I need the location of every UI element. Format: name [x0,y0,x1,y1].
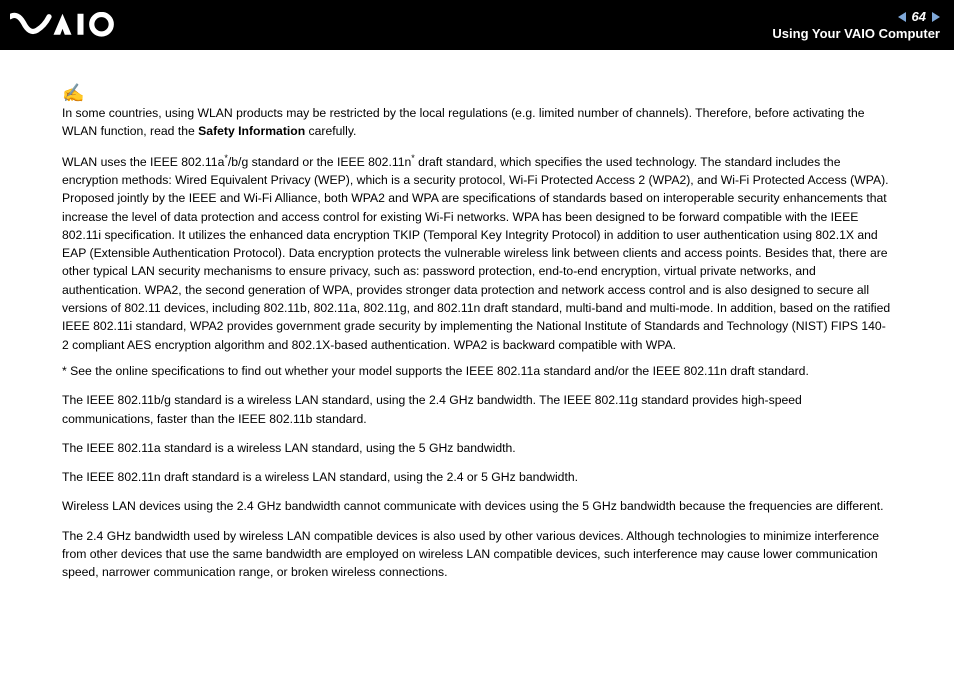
paragraph-80211a: The IEEE 802.11a standard is a wireless … [62,439,892,457]
section-title: Using Your VAIO Computer [772,26,940,41]
paragraph-freq-diff: Wireless LAN devices using the 2.4 GHz b… [62,497,892,515]
text: carefully. [305,124,356,138]
vaio-logo [10,10,130,40]
page-nav: 64 [772,9,940,24]
text: draft standard, which specifies the used… [62,155,890,352]
prev-page-arrow-icon[interactable] [898,12,906,22]
header-right: 64 Using Your VAIO Computer [772,9,940,41]
text: In some countries, using WLAN products m… [62,106,865,138]
note-hand-icon: ✍ [62,84,892,102]
paragraph-80211n: The IEEE 802.11n draft standard is a wir… [62,468,892,486]
next-page-arrow-icon[interactable] [932,12,940,22]
paragraph-footnote: * See the online specifications to find … [62,362,892,380]
bold-text: Safety Information [198,124,305,138]
paragraph-interference: The 2.4 GHz bandwidth used by wireless L… [62,527,892,582]
page-content: ✍ In some countries, using WLAN products… [0,50,954,613]
page-number: 64 [912,9,926,24]
paragraph-80211bg: The IEEE 802.11b/g standard is a wireles… [62,391,892,428]
paragraph-wlan-standards: WLAN uses the IEEE 802.11a*/b/g standard… [62,152,892,354]
paragraph-note: In some countries, using WLAN products m… [62,104,892,141]
header-bar: 64 Using Your VAIO Computer [0,0,954,50]
text: /b/g standard or the IEEE 802.11n [228,155,411,169]
text: WLAN uses the IEEE 802.11a [62,155,224,169]
